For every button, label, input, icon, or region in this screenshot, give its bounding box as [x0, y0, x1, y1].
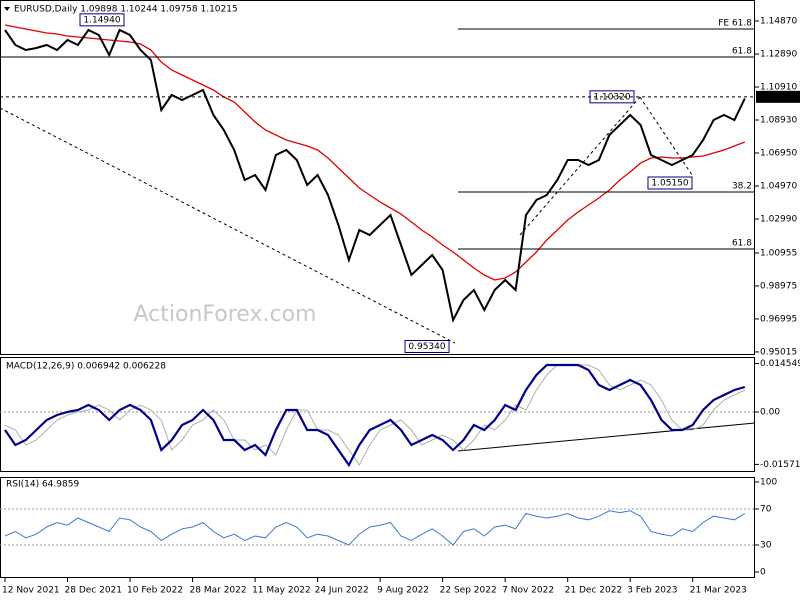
pivot-box — [404, 340, 450, 353]
y-tick-label: 70 — [760, 505, 772, 515]
chart-title: EURUSD,Daily 1.09898 1.10244 1.09758 1.1… — [14, 5, 238, 15]
y-tick-label: 1.06950 — [760, 149, 797, 159]
y-tick-label: 30 — [760, 540, 772, 550]
watermark: ActionForex.com — [134, 302, 317, 327]
y-tick-label: 0.00 — [760, 408, 780, 418]
y-tick-label: 1.14870 — [760, 17, 797, 27]
pivot-box — [79, 13, 125, 27]
pivot-label: 1.14940 — [83, 15, 120, 25]
marker-box — [756, 90, 800, 103]
y-tick-label: 1.08930 — [760, 116, 797, 126]
y-tick-label: 0.98975 — [760, 281, 797, 291]
pivot-label: 0.95340 — [408, 342, 445, 352]
x-tick-label: 24 Jun 2022 — [315, 586, 369, 596]
trend-line — [639, 96, 693, 176]
trend-line — [519, 96, 641, 236]
x-tick-label: 12 Nov 2021 — [2, 586, 60, 596]
macd-panel — [0, 357, 755, 472]
y-tick-label: 0.96995 — [760, 314, 797, 324]
y-tick-label: 1.00955 — [760, 248, 797, 258]
series-line — [4, 28, 746, 323]
y-tick-label: 0 — [760, 567, 766, 577]
y-tick-label: 1.02990 — [760, 215, 797, 225]
header-icon — [4, 7, 10, 11]
x-tick-label: 3 Feb 2023 — [627, 586, 677, 596]
rsi-panel — [0, 477, 755, 578]
fib-label: 61.8 — [732, 239, 752, 249]
x-tick-label: 10 Feb 2022 — [127, 586, 183, 596]
pivot-label: 1.05150 — [651, 179, 688, 189]
y-tick-label: 1.12890 — [760, 50, 797, 60]
y-tick-label: 0.014549 — [760, 359, 800, 369]
x-tick-label: 22 Sep 2022 — [440, 586, 497, 596]
marker-label: 1.10320 — [759, 92, 796, 102]
y-tick-label: 0.95015 — [760, 347, 797, 357]
x-tick-label: 11 May 2022 — [252, 586, 311, 596]
x-tick-label: 7 Nov 2022 — [502, 586, 554, 596]
x-tick-label: 21 Dec 2022 — [565, 586, 623, 596]
rsi-title: RSI(14) 64.9859 — [6, 480, 79, 490]
y-tick-label: 1.10910 — [760, 83, 797, 93]
fib-label: 61.8 — [732, 47, 752, 57]
fib-label: FE 61.8 — [718, 19, 752, 29]
trend-line — [0, 107, 456, 344]
y-tick-label: -0.015712 — [760, 460, 800, 470]
fib-label: 38.2 — [732, 182, 752, 192]
y-tick-label: 1.04970 — [760, 182, 797, 192]
series-line — [4, 510, 746, 546]
y-tick-label: 100 — [760, 478, 777, 488]
macd-trend-line — [457, 422, 756, 452]
x-tick-label: 28 Dec 2021 — [65, 586, 123, 596]
price-panel — [0, 0, 755, 355]
series-line — [4, 364, 746, 466]
pivot-box — [647, 176, 693, 190]
x-tick-label: 28 Mar 2022 — [190, 586, 247, 596]
series-line — [4, 24, 746, 281]
macd-title: MACD(12,26,9) 0.006942 0.006228 — [6, 362, 166, 372]
x-tick-label: 9 Aug 2022 — [377, 586, 429, 596]
x-tick-label: 21 Mar 2023 — [690, 586, 747, 596]
series-line — [4, 363, 746, 468]
